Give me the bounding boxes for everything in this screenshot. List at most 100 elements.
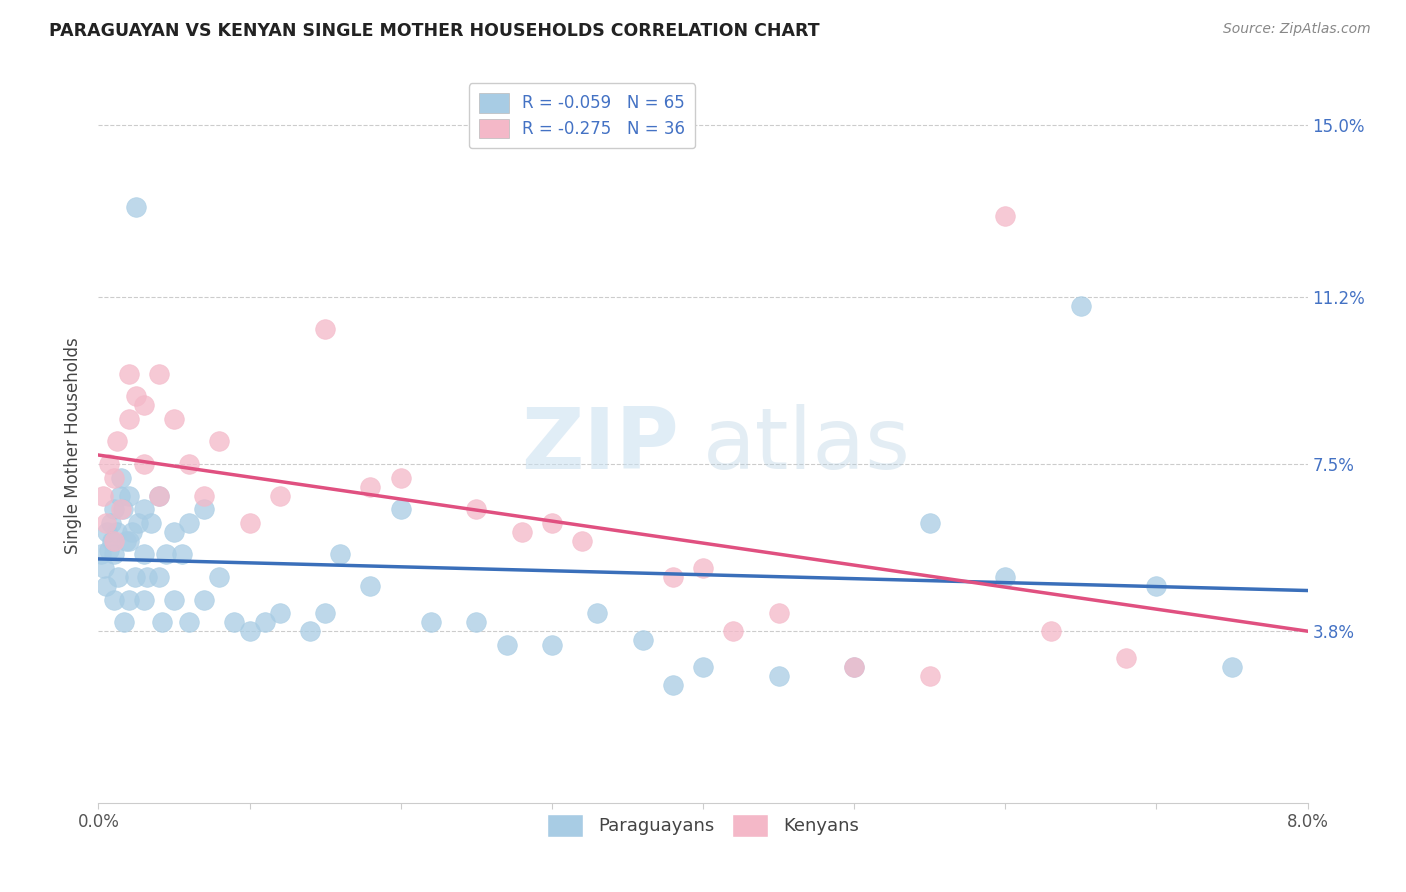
Point [94, 516, 117, 530]
Point [360, 480, 382, 494]
Point [125, 200, 148, 214]
Point [93, 561, 115, 575]
Text: ZIP: ZIP [522, 404, 679, 488]
Point [121, 524, 143, 539]
Text: Source: ZipAtlas.com: Source: ZipAtlas.com [1223, 22, 1371, 37]
Point [692, 660, 714, 674]
Point [98, 542, 121, 557]
Point [360, 579, 382, 593]
Legend: Paraguayans, Kenyans: Paraguayans, Kenyans [540, 807, 866, 844]
Point [329, 548, 352, 562]
Point [1115, 651, 1137, 665]
Point [314, 321, 336, 335]
Point [179, 516, 201, 530]
Point [193, 592, 215, 607]
Point [96, 524, 118, 539]
Point [125, 389, 148, 403]
Point [91, 489, 114, 503]
Point [208, 434, 231, 449]
Point [170, 548, 193, 562]
Point [163, 524, 186, 539]
Point [148, 570, 170, 584]
Point [108, 489, 131, 503]
Point [465, 502, 488, 516]
Point [118, 533, 141, 548]
Point [510, 524, 533, 539]
Point [118, 367, 141, 381]
Point [148, 489, 170, 503]
Point [105, 524, 128, 539]
Point [114, 533, 136, 548]
Point [103, 548, 125, 562]
Point [98, 457, 121, 471]
Point [103, 470, 125, 484]
Point [132, 592, 155, 607]
Point [918, 516, 941, 530]
Point [389, 502, 412, 516]
Point [101, 533, 124, 548]
Point [135, 570, 157, 584]
Point [1220, 660, 1243, 674]
Point [90, 548, 112, 562]
Point [132, 398, 155, 412]
Point [208, 570, 231, 584]
Point [571, 533, 593, 548]
Point [132, 502, 155, 516]
Point [94, 579, 117, 593]
Point [110, 470, 132, 484]
Point [148, 367, 170, 381]
Point [1146, 579, 1168, 593]
Point [420, 615, 443, 629]
Point [193, 502, 215, 516]
Point [768, 606, 790, 620]
Text: atlas: atlas [703, 404, 911, 488]
Point [314, 606, 336, 620]
Point [107, 570, 129, 584]
Point [105, 434, 128, 449]
Point [118, 489, 141, 503]
Point [253, 615, 276, 629]
Point [103, 592, 125, 607]
Point [124, 570, 146, 584]
Point [118, 592, 141, 607]
Point [132, 457, 155, 471]
Point [540, 638, 562, 652]
Point [110, 502, 132, 516]
Point [224, 615, 246, 629]
Point [179, 457, 201, 471]
Point [465, 615, 488, 629]
Point [631, 633, 654, 648]
Point [127, 516, 149, 530]
Point [112, 615, 135, 629]
Point [844, 660, 866, 674]
Point [100, 516, 122, 530]
Point [103, 533, 125, 548]
Point [269, 489, 291, 503]
Text: PARAGUAYAN VS KENYAN SINGLE MOTHER HOUSEHOLDS CORRELATION CHART: PARAGUAYAN VS KENYAN SINGLE MOTHER HOUSE… [49, 22, 820, 40]
Point [132, 548, 155, 562]
Point [661, 678, 683, 692]
Point [389, 470, 412, 484]
Point [239, 624, 262, 639]
Point [193, 489, 215, 503]
Y-axis label: Single Mother Households: Single Mother Households [65, 338, 83, 554]
Point [844, 660, 866, 674]
Point [239, 516, 262, 530]
Point [150, 615, 173, 629]
Point [179, 615, 201, 629]
Point [723, 624, 745, 639]
Point [163, 592, 186, 607]
Point [540, 516, 562, 530]
Point [118, 412, 141, 426]
Point [1070, 299, 1092, 313]
Point [918, 669, 941, 683]
Point [692, 561, 714, 575]
Point [586, 606, 609, 620]
Point [103, 502, 125, 516]
Point [148, 489, 170, 503]
Point [299, 624, 322, 639]
Point [661, 570, 683, 584]
Point [269, 606, 291, 620]
Point [111, 502, 134, 516]
Point [155, 548, 177, 562]
